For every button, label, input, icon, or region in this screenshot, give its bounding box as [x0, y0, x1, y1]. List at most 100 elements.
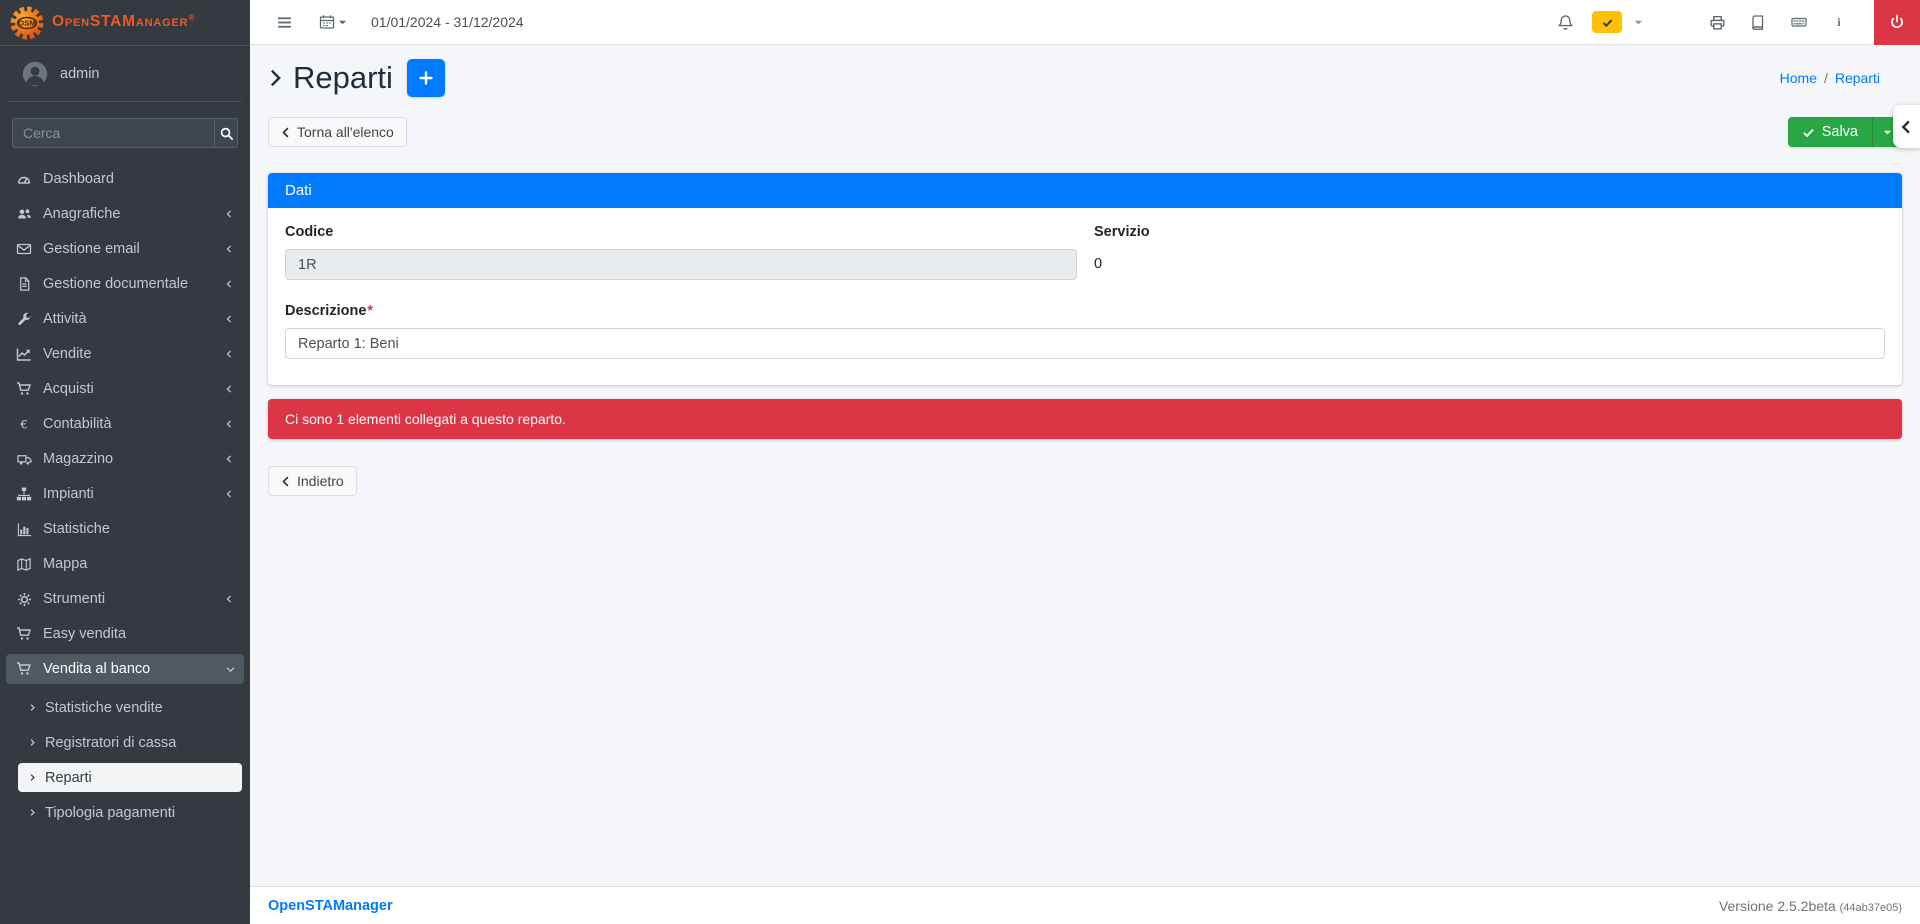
brand-name: OpenSTAManager® — [52, 13, 196, 31]
main-area: 01/01/2024 - 31/12/2024 — [250, 0, 1920, 924]
user-name[interactable]: admin — [60, 66, 100, 82]
sidebar-item-contabilita[interactable]: € Contabilità — [6, 409, 242, 439]
map-icon — [14, 557, 34, 572]
user-panel: admin — [8, 46, 242, 102]
sidebar-item-vendita-al-banco[interactable]: Vendita al banco — [6, 654, 244, 684]
footer: OpenSTAManager Versione 2.5.2beta (44ab3… — [250, 886, 1920, 924]
servizio-value: 0 — [1094, 256, 1103, 272]
save-button[interactable]: Salva — [1787, 117, 1872, 147]
add-record-button[interactable] — [406, 59, 445, 97]
sidebar-subitem-reparti[interactable]: Reparti — [18, 763, 242, 792]
chevron-left-icon — [281, 475, 291, 488]
print-button[interactable] — [1703, 8, 1732, 37]
chevron-right-icon — [268, 67, 283, 89]
form-row-2: Descrizione* — [285, 303, 1885, 359]
sidebar-submenu: Statistiche vendite Registratori di cass… — [0, 689, 250, 827]
power-icon — [1889, 14, 1905, 30]
chevron-right-icon — [28, 773, 37, 782]
svg-text:€: € — [20, 417, 28, 431]
breadcrumb-current-link[interactable]: Reparti — [1834, 70, 1880, 86]
calendar-icon — [319, 14, 335, 30]
book-icon — [1750, 14, 1766, 31]
wrench-icon — [14, 312, 34, 327]
required-asterisk: * — [367, 303, 374, 319]
footer-brand-link[interactable]: OpenSTAManager — [268, 897, 393, 914]
caret-down-icon — [338, 18, 347, 27]
dati-card: Dati Codice Servizio 0 Descrizione* — [268, 173, 1902, 385]
servizio-field-group: Servizio 0 — [1094, 224, 1885, 280]
sidebar-item-easy-vendita[interactable]: Easy vendita — [6, 619, 242, 649]
sidebar-item-mappa[interactable]: Mappa — [6, 549, 242, 579]
brand[interactable]: OSM OpenSTAManager® — [0, 0, 250, 46]
cart-icon — [14, 626, 34, 642]
sitemap-icon — [14, 486, 34, 502]
linked-elements-alert: Ci sono 1 elementi collegati a questo re… — [268, 399, 1902, 439]
svg-text:i: i — [1837, 17, 1840, 29]
date-range[interactable]: 01/01/2024 - 31/12/2024 — [371, 14, 524, 30]
check-icon — [1802, 126, 1815, 139]
tachometer-icon — [14, 171, 34, 187]
sidebar: OSM OpenSTAManager® admin — [0, 0, 250, 924]
sidebar-subitem-statistiche-vendite[interactable]: Statistiche vendite — [18, 693, 242, 722]
back-button[interactable]: Indietro — [268, 466, 357, 496]
sidebar-item-vendite[interactable]: Vendite — [6, 339, 242, 369]
file-icon — [14, 276, 34, 292]
sidebar-item-statistiche[interactable]: Statistiche — [6, 514, 242, 544]
card-header: Dati — [268, 173, 1902, 208]
footer-build-hash: (44ab37e05) — [1839, 901, 1902, 914]
chevron-left-icon — [224, 384, 234, 394]
keyboard-icon — [1790, 14, 1808, 30]
sidebar-item-strumenti[interactable]: Strumenti — [6, 584, 242, 614]
content-header: Reparti Home / Reparti — [268, 59, 1902, 97]
codice-input[interactable] — [285, 249, 1077, 280]
truck-icon — [14, 452, 34, 467]
back-to-list-button[interactable]: Torna all'elenco — [268, 117, 407, 147]
footer-version: Versione 2.5.2beta (44ab37e05) — [1718, 897, 1902, 914]
sidebar-subitem-tipologia-pagamenti[interactable]: Tipologia pagamenti — [18, 798, 242, 827]
sidebar-toggle-button[interactable] — [270, 8, 299, 37]
info-button[interactable]: i — [1826, 8, 1852, 36]
back-row: Indietro — [268, 466, 1902, 496]
sidebar-item-magazzino[interactable]: Magazzino — [6, 444, 242, 474]
period-picker-button[interactable] — [313, 8, 353, 36]
shortcuts-button[interactable] — [1784, 8, 1814, 36]
sidebar-item-impianti[interactable]: Impianti — [6, 479, 242, 509]
plus-icon — [418, 70, 434, 86]
content: Reparti Home / Reparti Torna all'elenco — [250, 45, 1920, 886]
chevron-down-icon — [225, 664, 236, 675]
form-row-1: Codice Servizio 0 — [285, 224, 1885, 280]
caret-down-icon — [1883, 128, 1892, 137]
chevron-right-icon — [28, 703, 37, 712]
search-input[interactable] — [12, 118, 214, 148]
sidebar-item-gestione-documentale[interactable]: Gestione documentale — [6, 269, 242, 299]
docs-button[interactable] — [1744, 8, 1772, 37]
logout-button[interactable] — [1874, 0, 1920, 45]
chevron-left-icon — [224, 244, 234, 254]
sidebar-item-dashboard[interactable]: Dashboard — [6, 164, 242, 194]
user-avatar[interactable] — [22, 61, 48, 87]
gear-icon — [14, 592, 34, 607]
euro-icon: € — [14, 417, 34, 432]
caret-down-icon[interactable] — [1634, 18, 1643, 27]
status-check-badge[interactable] — [1592, 11, 1622, 33]
control-sidebar-toggle[interactable] — [1893, 105, 1920, 148]
notifications-button[interactable] — [1551, 8, 1580, 37]
search-button[interactable] — [214, 118, 238, 148]
top-navbar: 01/01/2024 - 31/12/2024 — [250, 0, 1920, 45]
sidebar-item-gestione-email[interactable]: Gestione email — [6, 234, 242, 264]
sidebar-item-attivita[interactable]: Attività — [6, 304, 242, 334]
chevron-left-icon — [224, 349, 234, 359]
save-split-button: Salva — [1787, 117, 1902, 147]
breadcrumb-home-link[interactable]: Home — [1779, 70, 1817, 86]
codice-label: Codice — [285, 224, 334, 240]
printer-icon — [1709, 14, 1726, 31]
descrizione-label: Descrizione* — [285, 303, 374, 319]
navbar-right-icons: i — [1551, 0, 1920, 45]
servizio-label: Servizio — [1094, 224, 1150, 240]
descrizione-input[interactable] — [285, 328, 1885, 359]
sidebar-search — [12, 118, 238, 148]
sidebar-item-anagrafiche[interactable]: Anagrafiche — [6, 199, 242, 229]
sidebar-subitem-registratori-di-cassa[interactable]: Registratori di cassa — [18, 728, 242, 757]
sidebar-item-acquisti[interactable]: Acquisti — [6, 374, 242, 404]
svg-text:OSM: OSM — [18, 18, 35, 27]
